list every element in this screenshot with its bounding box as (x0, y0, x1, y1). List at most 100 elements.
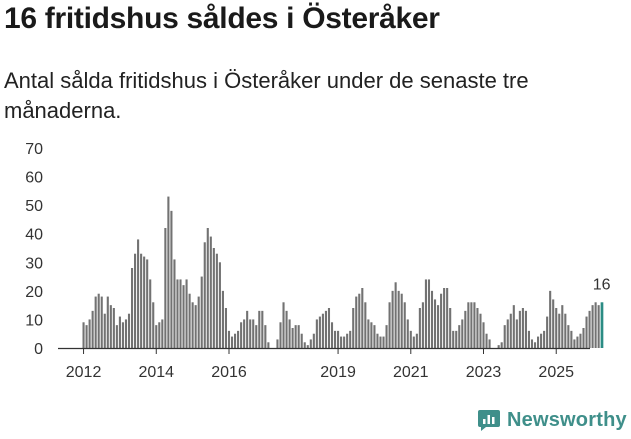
bar (452, 330, 455, 348)
bar (537, 336, 540, 348)
bar (255, 325, 258, 348)
bar (333, 330, 337, 348)
bar (182, 285, 185, 348)
bar (185, 279, 188, 348)
bar (249, 319, 252, 348)
bar (161, 319, 164, 348)
bar (470, 302, 473, 348)
y-tick-label: 0 (34, 341, 43, 358)
bar (558, 313, 561, 348)
y-tick-label: 50 (25, 198, 43, 215)
last-value-label: 16 (593, 276, 611, 293)
bar (406, 319, 409, 348)
bar (509, 313, 512, 348)
bar (343, 336, 346, 348)
bar (134, 253, 137, 348)
bar (197, 296, 200, 348)
bar (130, 268, 134, 348)
bar (179, 279, 182, 348)
bar (276, 339, 279, 348)
bar (288, 319, 291, 348)
bar (212, 248, 215, 348)
bar (576, 336, 579, 348)
bar (152, 302, 155, 348)
bar (234, 333, 237, 348)
bar (103, 313, 106, 348)
bar (91, 310, 94, 348)
y-tick-label: 60 (25, 170, 43, 187)
bar (388, 302, 391, 348)
bar (224, 308, 228, 348)
bar (143, 256, 146, 348)
bar (188, 293, 191, 348)
bar (291, 328, 294, 348)
bar (397, 290, 400, 348)
bar (409, 330, 412, 348)
bar (430, 290, 434, 348)
y-tick-label: 70 (25, 141, 43, 158)
bar (282, 302, 285, 348)
bar (555, 308, 558, 348)
bar (118, 316, 121, 348)
bar (461, 319, 464, 348)
bar (376, 333, 379, 348)
bar (464, 310, 467, 348)
bar (567, 325, 570, 348)
x-tick-label: 2019 (320, 364, 356, 381)
bar (176, 279, 179, 348)
y-tick-label: 30 (25, 255, 43, 272)
bar (97, 293, 100, 348)
bar (527, 330, 531, 348)
bar (364, 302, 367, 348)
y-axis: 0 10 20 30 40 50 60 70 (25, 141, 43, 358)
bar (221, 290, 224, 348)
bar (479, 313, 482, 348)
bar (237, 330, 240, 348)
bar (379, 336, 382, 348)
bar (367, 319, 370, 348)
bar (427, 279, 431, 348)
bar (312, 333, 315, 348)
bar (324, 310, 327, 348)
bar (258, 310, 261, 348)
bar (446, 288, 449, 348)
bar (243, 319, 246, 348)
chart-subtitle: Antal sålda fritidshus i Österåker under… (4, 68, 529, 123)
bar (518, 310, 521, 348)
bar (309, 339, 312, 348)
bar (294, 325, 297, 348)
bar (240, 322, 243, 348)
newsworthy-logo[interactable]: Newsworthy (477, 408, 627, 432)
bar (579, 333, 582, 348)
bar (264, 325, 267, 348)
bar (85, 325, 88, 348)
bar (306, 345, 309, 348)
bar (149, 279, 152, 348)
bar (552, 299, 555, 348)
bar (100, 296, 103, 348)
bar (285, 310, 288, 348)
bar (524, 310, 527, 348)
bar (443, 288, 446, 348)
bar (421, 302, 424, 348)
bar-latest (600, 302, 604, 348)
bar (394, 282, 397, 348)
bar (127, 313, 131, 348)
bar (318, 316, 321, 348)
bar (588, 310, 591, 348)
bar (218, 262, 221, 348)
y-tick-label: 10 (25, 312, 43, 329)
bar (582, 328, 585, 348)
bar (561, 305, 564, 348)
bar (112, 308, 115, 348)
bar (433, 299, 437, 348)
bar (403, 302, 406, 348)
bar (94, 296, 97, 348)
bar (370, 322, 373, 348)
bar (327, 308, 331, 348)
bar (267, 342, 270, 348)
bar (400, 293, 403, 348)
bar (424, 279, 427, 348)
bar (458, 325, 461, 348)
bar (300, 333, 303, 348)
